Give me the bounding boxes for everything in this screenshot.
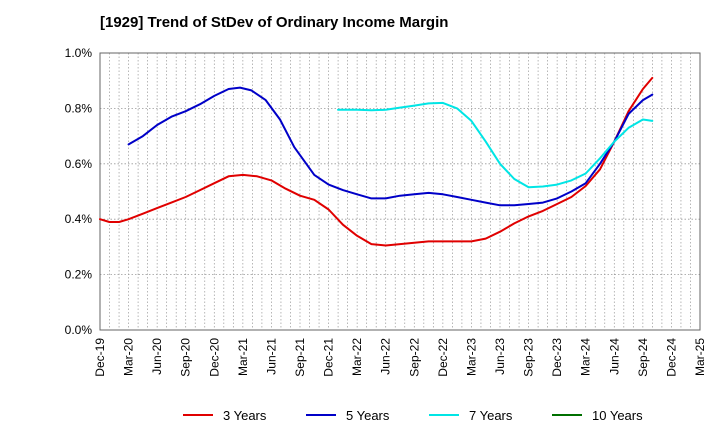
x-tick-label: Mar-24 xyxy=(579,338,593,376)
chart-title: [1929] Trend of StDev of Ordinary Income… xyxy=(100,14,449,31)
x-tick-label: Sep-24 xyxy=(636,338,650,377)
legend-label: 7 Years xyxy=(469,408,513,423)
plot-frame xyxy=(99,52,701,331)
x-tick-label: Jun-22 xyxy=(379,338,393,375)
axes xyxy=(99,52,701,331)
x-tick-label: Jun-23 xyxy=(493,338,507,375)
x-tick-label: Dec-24 xyxy=(664,338,678,377)
legend-label: 3 Years xyxy=(223,408,267,423)
x-tick-label: Jun-24 xyxy=(607,338,621,375)
x-tick-label: Jun-20 xyxy=(150,338,164,375)
y-tick-label: 0.6% xyxy=(65,157,93,171)
x-tick-label: Mar-25 xyxy=(693,338,707,376)
y-tick-label: 0.2% xyxy=(65,268,93,282)
plot-area xyxy=(100,53,700,330)
x-tick-label: Sep-21 xyxy=(293,338,307,377)
series-line-5-years xyxy=(127,86,654,207)
x-axis-ticks: Dec-19 Mar-20 Jun-20 Sep-20 Dec-20 Mar-21 Jun-… xyxy=(93,338,707,377)
x-tick-label: Dec-23 xyxy=(550,338,564,377)
x-tick-label: Jun-21 xyxy=(264,338,278,375)
series-group xyxy=(99,76,654,247)
legend-label: 10 Years xyxy=(592,408,643,423)
x-tick-label: Dec-22 xyxy=(436,338,450,377)
x-tick-label: Mar-20 xyxy=(122,338,136,376)
x-tick-label: Mar-22 xyxy=(350,338,364,376)
x-tick-label: Sep-22 xyxy=(407,338,421,377)
x-tick-label: Mar-23 xyxy=(464,338,478,376)
legend: 3 Years 5 Years 7 Years 10 Years xyxy=(183,408,643,423)
y-tick-label: 1.0% xyxy=(65,46,93,60)
plot-background xyxy=(100,53,700,330)
x-tick-label: Dec-19 xyxy=(93,338,107,377)
x-tick-label: Dec-21 xyxy=(322,338,336,377)
x-tick-label: Mar-21 xyxy=(236,338,250,376)
y-tick-label: 0.8% xyxy=(65,101,93,115)
series-line-3-years xyxy=(99,76,654,247)
y-axis-ticks: 0.0% 0.2% 0.4% 0.6% 0.8% 1.0% xyxy=(65,46,93,337)
legend-label: 5 Years xyxy=(346,408,390,423)
series-line-7-years xyxy=(337,101,654,189)
x-tick-label: Sep-23 xyxy=(522,338,536,377)
x-tick-label: Dec-20 xyxy=(207,338,221,377)
y-tick-label: 0.0% xyxy=(65,323,93,337)
y-tick-label: 0.4% xyxy=(65,212,93,226)
grid xyxy=(100,52,700,330)
x-tick-label: Sep-20 xyxy=(179,338,193,377)
